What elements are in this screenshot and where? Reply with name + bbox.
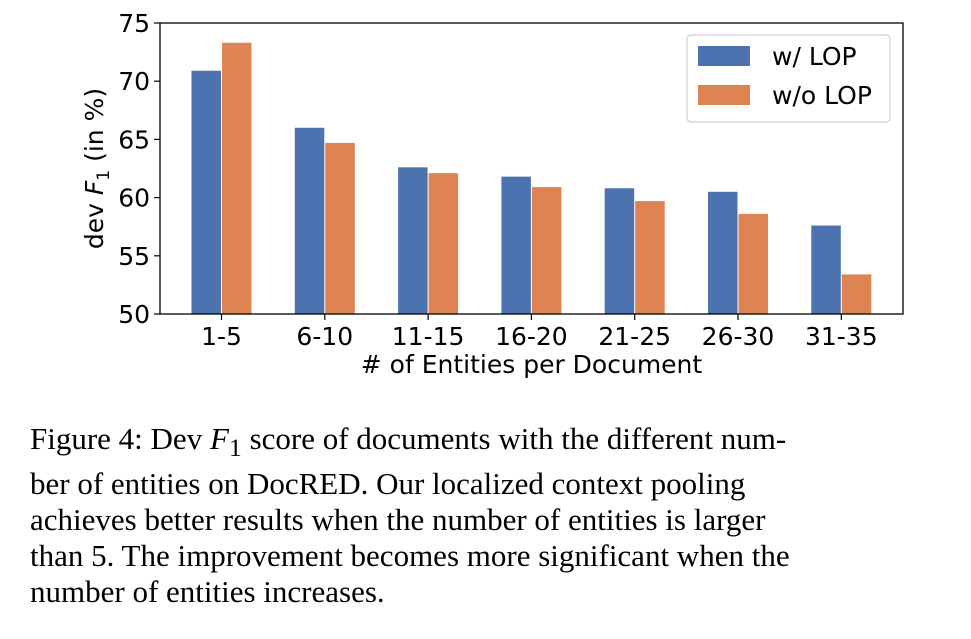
bar-with-lop-6-10	[294, 127, 325, 314]
bars-layer	[191, 42, 872, 315]
bar-with-lop-11-15	[398, 167, 428, 314]
y-tick-label: 60	[118, 184, 150, 213]
bar-without-lop-21-25	[635, 201, 665, 314]
x-tick-label: 21-25	[598, 322, 671, 351]
caption-line-4: than 5. The improvement becomes more sig…	[30, 538, 790, 574]
y-axis-label: dev F1 (in %)	[80, 88, 114, 249]
bar-without-lop-26-30	[738, 213, 768, 314]
y-axis-ticks: 50 55 60 65 70 75	[118, 9, 160, 329]
bar-without-lop-6-10	[325, 142, 355, 314]
bar-with-lop-1-5	[191, 70, 221, 314]
bar-without-lop-16-20	[531, 187, 562, 314]
bar-with-lop-31-35	[811, 225, 841, 314]
bar-with-lop-26-30	[708, 191, 738, 314]
bar-with-lop-16-20	[501, 176, 531, 314]
legend-swatch-without-lop	[698, 85, 750, 105]
legend-swatch-with-lop	[698, 46, 750, 66]
bar-chart: 50 55 60 65 70 75 1-5 6-10 11-15 16-20 21-25 26-30…	[80, 9, 904, 379]
x-axis-ticks: 1-5 6-10 11-15 16-20 21-25 26-30 31-35	[201, 314, 878, 351]
y-axis-label-subscript: 1	[94, 170, 114, 181]
caption-line-2: ber of entities on DocRED. Our localized…	[30, 466, 746, 502]
caption-line-5: number of entities increases.	[30, 574, 385, 610]
legend-label-without-lop: w/o LOP	[772, 81, 872, 110]
x-tick-label: 26-30	[702, 322, 775, 351]
y-axis-label-suffix: (in %)	[80, 88, 109, 170]
y-tick-label: 55	[118, 242, 150, 271]
x-tick-label: 11-15	[392, 322, 465, 351]
caption-prefix: Figure 4: Dev	[30, 421, 210, 456]
caption-variable: F	[209, 421, 229, 456]
legend: w/ LOP w/o LOP	[686, 34, 891, 123]
caption-suffix: score of documents with the different nu…	[241, 421, 787, 456]
bar-without-lop-31-35	[841, 274, 872, 314]
x-axis-label: # of Entities per Document	[361, 350, 703, 379]
caption-line-1: Figure 4: Dev F1 score of documents with…	[30, 421, 960, 466]
legend-label-with-lop: w/ LOP	[772, 42, 857, 71]
y-tick-label: 75	[118, 9, 150, 38]
caption-line-3: achieves better results when the number …	[30, 502, 766, 538]
x-tick-label: 1-5	[201, 322, 242, 351]
y-axis-label-prefix: dev	[80, 195, 109, 249]
x-tick-label: 31-35	[805, 322, 878, 351]
figure-caption: Figure 4: Dev F1 score of documents with…	[30, 421, 960, 610]
caption-subscript: 1	[228, 433, 242, 463]
y-axis-label-variable: F	[80, 180, 109, 195]
x-tick-label: 6-10	[296, 322, 353, 351]
y-tick-label: 65	[118, 125, 150, 154]
y-tick-label: 50	[118, 300, 150, 329]
bar-without-lop-11-15	[428, 173, 459, 314]
bar-without-lop-1-5	[222, 42, 252, 315]
bar-with-lop-21-25	[604, 188, 635, 314]
y-tick-label: 70	[118, 67, 150, 96]
x-tick-label: 16-20	[495, 322, 568, 351]
